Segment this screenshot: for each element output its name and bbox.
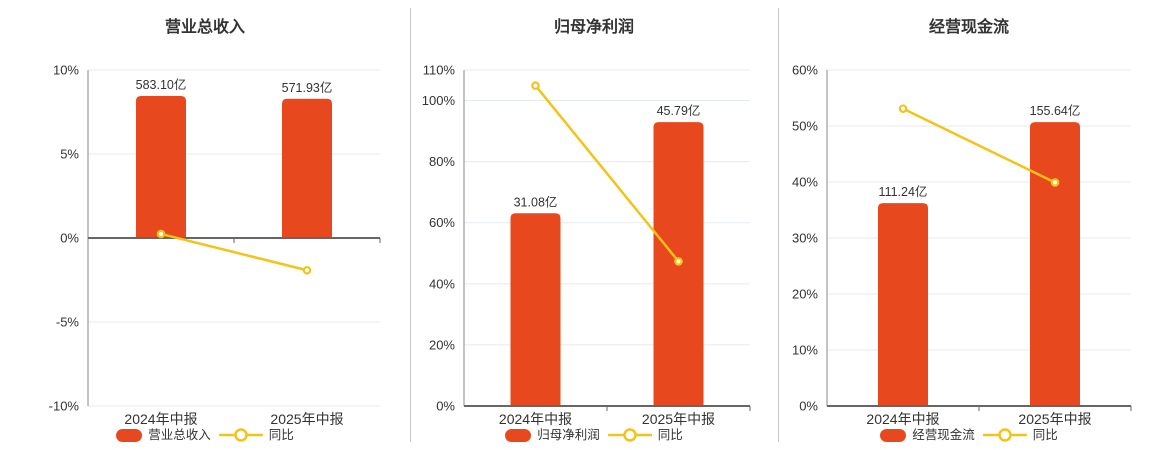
chart-legend: 归母净利润 同比 [410,427,778,443]
chart-title: 营业总收入 [164,19,245,36]
svg-text:31.08亿: 31.08亿 [514,194,558,209]
panel-net-profit: 归母净利润 110% 100% 80% 60% 40% 20% 0% 31.08亿 45.79亿… [410,0,778,450]
svg-text:583.10亿: 583.10亿 [136,77,187,92]
svg-text:2024年中报: 2024年中报 [499,411,572,427]
chart-legend: 经营现金流 同比 [778,427,1160,443]
line-series-icon [982,428,1027,442]
svg-text:50%: 50% [792,119,818,134]
net-profit-chart-plot: 110% 100% 80% 60% 40% 20% 0% 31.08亿 45.79亿 2024年中… [422,63,751,427]
line-series-icon [218,428,263,442]
line-series-legend-item[interactable]: 同比 [607,427,683,443]
bar-series-swatch [116,428,143,442]
cash-flow-chart-plot: 60% 50% 40% 30% 20% 10% 0% 111.24亿 155.64亿 2024年中… [792,63,1132,427]
svg-text:0%: 0% [799,399,818,414]
bar-series-legend-item[interactable]: 营业总收入 [116,427,211,442]
svg-text:-5%: -5% [56,315,80,330]
svg-text:571.93亿: 571.93亿 [282,80,333,95]
svg-text:110%: 110% [423,63,456,78]
bar-series-label: 归母净利润 [537,427,600,442]
svg-text:10%: 10% [792,343,818,358]
svg-text:2024年中报: 2024年中报 [866,411,939,427]
bar-series-swatch [505,428,532,442]
svg-text:10%: 10% [53,63,79,78]
bar-series-label: 经营现金流 [912,427,975,442]
line-series-label: 同比 [657,427,683,442]
svg-text:20%: 20% [792,287,818,302]
line-series-label: 同比 [268,427,294,442]
panel-total-revenue: 营业总收入 10% 5% 0% -5% -10% 583.10亿 571.93亿 2024年中… [0,0,410,450]
bar-series-legend-item[interactable]: 经营现金流 [880,427,975,442]
bar-series-label: 营业总收入 [148,427,211,442]
svg-text:2025年中报: 2025年中报 [1018,411,1091,427]
chart-legend: 营业总收入 同比 [0,427,410,443]
svg-text:2024年中报: 2024年中报 [124,411,197,427]
svg-text:0%: 0% [436,399,455,414]
bar-series-swatch [880,428,907,442]
svg-text:111.24亿: 111.24亿 [879,184,928,199]
svg-text:60%: 60% [792,63,818,78]
svg-text:2025年中报: 2025年中报 [270,411,343,427]
line-series-legend-item[interactable]: 同比 [982,427,1058,443]
line-series-icon [607,428,652,442]
svg-text:40%: 40% [792,175,818,190]
svg-text:60%: 60% [429,215,455,230]
svg-text:155.64亿: 155.64亿 [1030,103,1081,118]
svg-text:80%: 80% [429,154,455,169]
revenue-chart-plot: 10% 5% 0% -5% -10% 583.10亿 571.93亿 2024年中报 2025年… [49,63,381,427]
chart-title: 归母净利润 [553,19,634,36]
panel-divider [778,8,779,442]
panel-divider [410,8,411,442]
svg-text:0%: 0% [60,231,79,246]
svg-text:2025年中报: 2025年中报 [642,411,715,427]
panel-operating-cash-flow: 经营现金流 60% 50% 40% 30% 20% 10% 0% 111.24亿 155.64亿… [778,0,1160,450]
svg-text:100%: 100% [422,93,456,108]
svg-text:30%: 30% [792,231,818,246]
line-series-label: 同比 [1032,427,1058,442]
svg-text:40%: 40% [429,276,455,291]
line-series-legend-item[interactable]: 同比 [218,427,294,443]
svg-text:20%: 20% [429,337,455,352]
svg-text:-10%: -10% [49,399,80,414]
svg-text:45.79亿: 45.79亿 [657,103,701,118]
chart-title: 经营现金流 [928,19,1009,36]
svg-text:5%: 5% [60,147,79,162]
bar-series-legend-item[interactable]: 归母净利润 [505,427,600,442]
